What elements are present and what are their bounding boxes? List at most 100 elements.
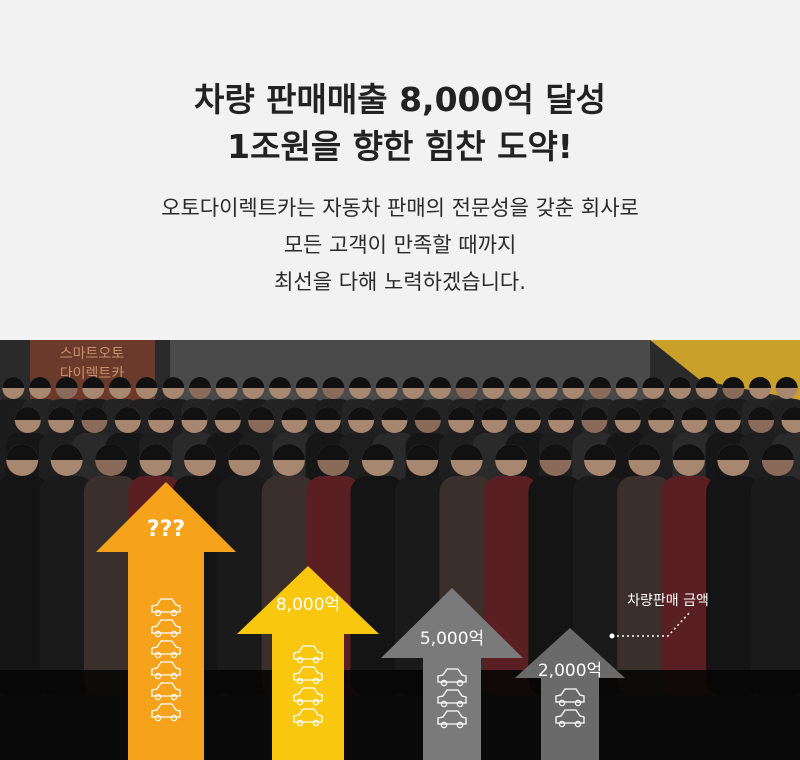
sales-chart: 차량판매 금액 2,000억 5,000억 8,000억??? — [96, 482, 709, 760]
person-hair — [695, 377, 718, 388]
person-hair — [272, 444, 305, 460]
person-hair — [482, 377, 505, 388]
person-hair — [295, 377, 318, 388]
person-hair — [781, 407, 800, 420]
person-hair — [139, 444, 172, 460]
intro-description: 오토다이렉트카는 자동차 판매의 전문성을 갖춘 회사로 모든 고객이 만족할 … — [0, 190, 800, 301]
callout-label: 차량판매 금액 — [627, 593, 709, 609]
person-hair — [29, 377, 51, 388]
sales-arrow-label: ??? — [147, 517, 185, 542]
page-title: 차량 판매매출 8,000억 달성 1조원을 향한 힘찬 도약! — [0, 76, 800, 170]
person-hair — [81, 407, 108, 420]
person-hair — [228, 444, 261, 460]
person-body — [217, 476, 272, 696]
car-icon — [293, 708, 323, 727]
person-hair — [317, 444, 350, 460]
person-hair — [455, 377, 478, 388]
person-hair — [2, 377, 25, 388]
sales-arrow-label: 5,000억 — [420, 629, 484, 649]
person-hair — [322, 377, 345, 388]
person-hair — [628, 444, 661, 460]
description-line-2: 모든 고객이 만족할 때까지 — [283, 233, 517, 257]
crowd-photo-illustration: 스마트오토 다이렉트카 — [0, 340, 800, 760]
person-hair — [48, 407, 75, 420]
person-body — [572, 476, 628, 696]
person-hair — [548, 407, 575, 420]
person-body — [350, 476, 405, 696]
person-hair — [14, 407, 41, 420]
car-icon — [151, 661, 181, 680]
person-hair — [248, 407, 275, 420]
headline-line-1: 차량 판매매출 8,000억 달성 — [193, 80, 607, 119]
person-hair — [375, 377, 398, 388]
person-hair — [495, 444, 528, 460]
person-hair — [109, 377, 131, 388]
sales-arrow-label: 2,000억 — [538, 661, 602, 681]
person-hair — [181, 407, 208, 420]
person-body — [706, 476, 761, 696]
person-hair — [55, 377, 78, 388]
person-hair — [448, 407, 475, 420]
person-hair — [581, 407, 608, 420]
banner-line-2: 다이렉트카 — [60, 366, 125, 382]
person-hair — [722, 377, 745, 388]
person-hair — [648, 407, 675, 420]
person-hair — [95, 444, 128, 460]
car-icon — [293, 666, 323, 685]
person-hair — [82, 377, 105, 388]
person-hair — [214, 407, 241, 420]
intro-section: 차량 판매매출 8,000억 달성 1조원을 향한 힘찬 도약! 오토다이렉트카… — [0, 0, 800, 340]
person-hair — [429, 377, 451, 388]
car-icon — [437, 668, 467, 687]
person-hair — [614, 407, 641, 420]
person-hair — [672, 444, 705, 460]
description-line-3: 최선을 다해 노력하겠습니다. — [274, 270, 526, 294]
person-hair — [381, 407, 408, 420]
description-line-1: 오토다이렉트카는 자동차 판매의 전문성을 갖춘 회사로 — [161, 196, 639, 220]
person-hair — [184, 444, 216, 460]
person-body — [661, 476, 717, 696]
sales-arrow-bar — [237, 566, 379, 760]
person-hair — [481, 407, 508, 420]
person-hair — [681, 407, 708, 420]
person-hair — [402, 377, 425, 388]
person-hair — [775, 377, 798, 388]
car-icon — [151, 682, 181, 701]
person-hair — [406, 444, 439, 460]
person-hair — [242, 377, 265, 388]
sales-arrow-bar — [96, 482, 236, 760]
car-icon — [293, 645, 323, 664]
car-icon — [293, 687, 323, 706]
group-photo: 스마트오토 다이렉트카 차량판매 금액 2,000억 5,000억 8,000억??… — [0, 340, 800, 760]
person-hair — [269, 377, 291, 388]
car-icon — [151, 619, 181, 638]
headline-line-2: 1조원을 향한 힘찬 도약! — [227, 127, 573, 166]
person-hair — [584, 444, 616, 460]
person-body — [750, 476, 800, 696]
person-hair — [509, 377, 531, 388]
person-hair — [514, 407, 541, 420]
person-body — [0, 476, 50, 696]
person-hair — [450, 444, 483, 460]
car-icon — [437, 710, 467, 729]
person-hair — [615, 377, 638, 388]
person-hair — [50, 444, 83, 460]
person-hair — [162, 377, 185, 388]
person-hair — [562, 377, 585, 388]
banner-line-1: 스마트오토 — [60, 346, 125, 362]
person-hair — [539, 444, 572, 460]
person-hair — [361, 444, 394, 460]
person-hair — [135, 377, 158, 388]
person-hair — [414, 407, 441, 420]
person-hair — [348, 407, 375, 420]
person-hair — [717, 444, 750, 460]
sales-arrow-bar — [381, 588, 523, 760]
car-icon — [437, 689, 467, 708]
car-icon — [151, 598, 181, 617]
person-hair — [749, 377, 771, 388]
sales-arrow-bar — [515, 628, 625, 760]
car-icon — [151, 640, 181, 659]
person-hair — [189, 377, 211, 388]
callout-leader-line — [609, 611, 691, 639]
person-body — [39, 476, 94, 696]
